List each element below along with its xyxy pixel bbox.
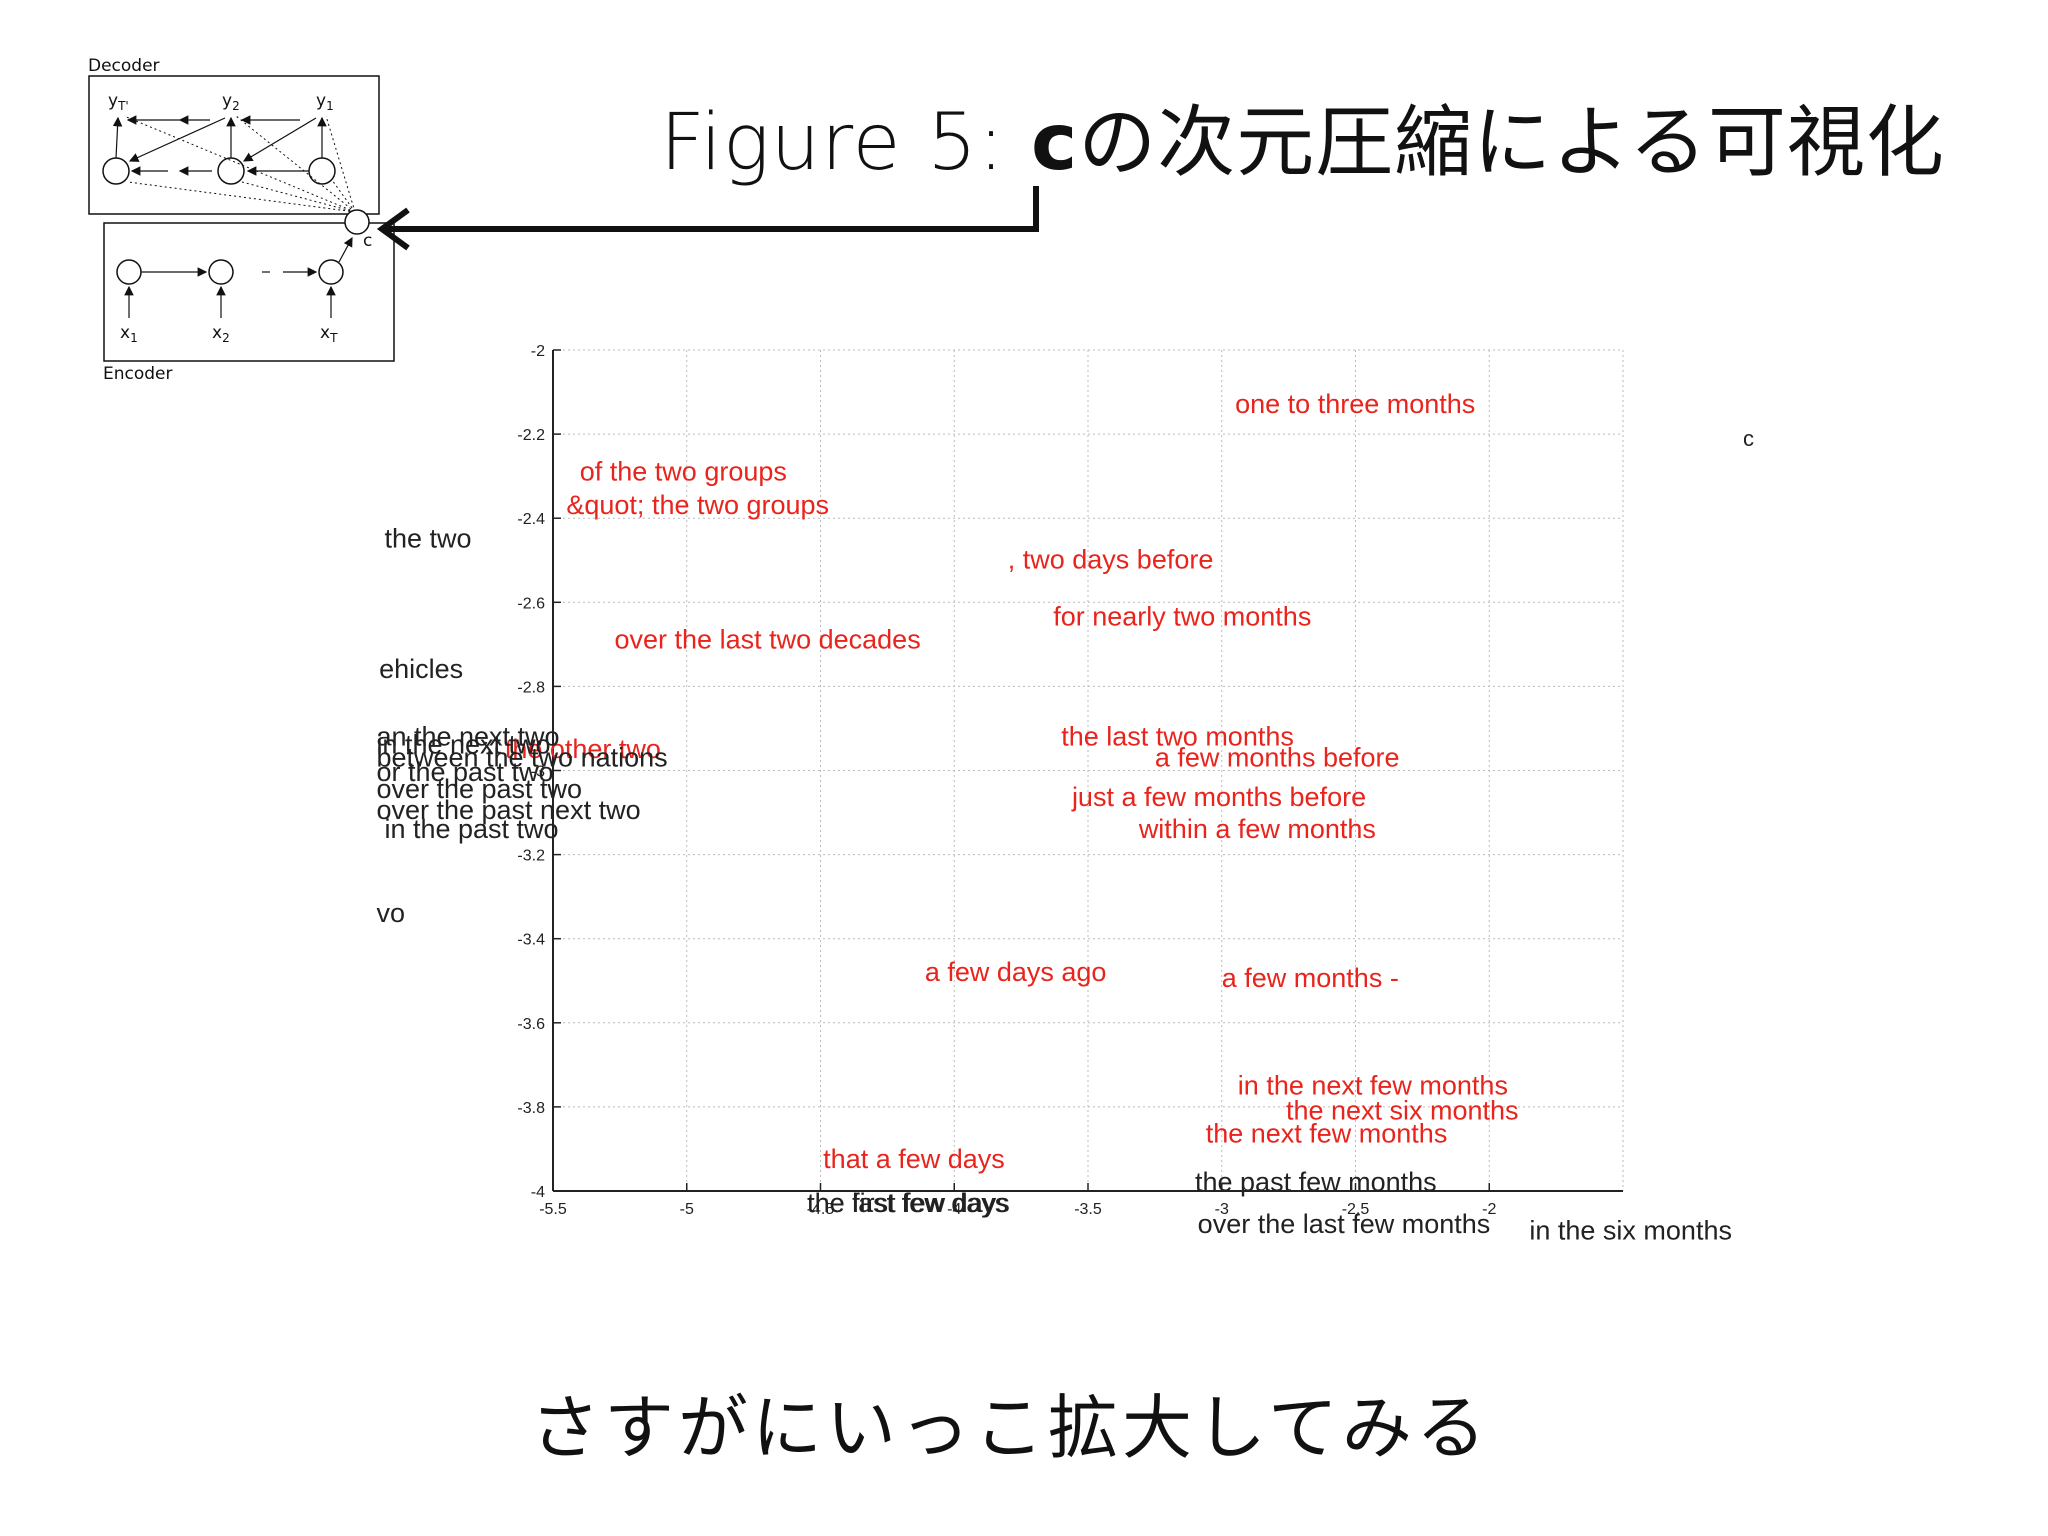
point-label: the next six months (1286, 1096, 1519, 1126)
point-label: or the past two (376, 757, 553, 787)
decoder-label: Decoder (88, 56, 160, 76)
context-edges (123, 115, 356, 213)
point-label: the other two (505, 734, 661, 764)
point-label: of the two groups (580, 456, 787, 486)
point-label: a few days ago (925, 957, 1107, 987)
point-label: over the last few months (1198, 1209, 1491, 1239)
point-label: vo (376, 898, 405, 928)
point-label: , two days before (1008, 545, 1214, 575)
encoder-label: Encoder (103, 364, 173, 384)
point-label: in the six months (1529, 1215, 1732, 1245)
point-label: over the past two (376, 774, 582, 804)
y-tick-label: -3.4 (517, 932, 545, 949)
encoder-edges (124, 236, 353, 318)
x-tick-label: -4 (947, 1201, 961, 1218)
title-bold-symbol: c (1030, 98, 1079, 188)
point-label: ehicles (379, 654, 463, 684)
pointer-arrow (376, 186, 1039, 251)
point-label: the past few months (1195, 1167, 1437, 1197)
point-label: the two (384, 524, 471, 554)
point-label: &quot; the two groups (566, 490, 829, 520)
point-label: for nearly two months (1053, 601, 1311, 631)
x-label-2: x2 (212, 323, 230, 345)
y-tick-label: -2.2 (517, 427, 545, 444)
decoder-box (88, 75, 380, 215)
x-tick-label: -4.5 (807, 1201, 835, 1218)
point-label: one to three months (1235, 389, 1475, 419)
x-tick-label: -5 (680, 1201, 694, 1218)
point-label: an the next two (376, 721, 559, 751)
y-label-3: y1 (316, 91, 334, 113)
y-tick-label: -3.8 (517, 1100, 545, 1117)
y-tick-label: -2.4 (517, 511, 545, 528)
y-tick-label: -2.6 (517, 595, 545, 612)
title-suffix: の次元圧縮による可視化 (1078, 98, 1945, 188)
x-tick-label: -2.5 (1342, 1201, 1370, 1218)
x-tick-label: -3.5 (1074, 1201, 1102, 1218)
y-tick-label: -4 (531, 1184, 545, 1201)
point-label: the first few days (807, 1188, 1010, 1218)
encoder-node-2 (208, 259, 234, 285)
title-prefix: Figure 5: (660, 98, 1031, 188)
point-label: over the past next two (376, 795, 640, 825)
slide-caption: さすがにいっこ拡大してみる (530, 1387, 1490, 1469)
y-tick-label: -3.6 (517, 1016, 545, 1033)
page-title: Figure 5: cの次元圧縮による可視化 (660, 80, 1945, 192)
y-label-2: y2 (222, 91, 240, 113)
point-label: a few months - (1222, 963, 1399, 993)
plot-points: one to three months of the two groups&quo… (376, 389, 1732, 1245)
x-tick-label: -5.5 (539, 1201, 567, 1218)
point-label: between the two nations (376, 742, 667, 772)
point-label: the last few days (807, 1188, 1008, 1218)
encoder-box (103, 222, 395, 362)
x-tick-label: -2 (1482, 1201, 1496, 1218)
point-label: in the past two (384, 814, 558, 844)
point-label: the last two months (1061, 721, 1294, 751)
y-tick-label: -3.2 (517, 848, 545, 865)
point-label: that a few days (823, 1144, 1005, 1174)
encoder-node-3 (318, 259, 344, 285)
point-label: over the last two decades (615, 625, 921, 655)
point-label: a few months before (1155, 742, 1400, 772)
point-label: in the next few months (1238, 1070, 1508, 1100)
x-label-3: xT (320, 323, 338, 345)
point-label: in the next two (376, 730, 550, 760)
encoder-decoder-diagram: Decoder Encoder yT' y2 y1 c (88, 56, 395, 384)
context-label: c (363, 231, 372, 251)
y-tick-label: -2.8 (517, 679, 545, 696)
corner-label: c (1743, 426, 1754, 451)
plot-ticks: -5.5 -5 -4.5 -4 -3.5 -3 -2.5 -2 -2 -2.2 -2.4 -2.6 -2… (517, 343, 1496, 1218)
context-node (344, 209, 370, 235)
x-tick-label: -3 (1215, 1201, 1229, 1218)
y-tick-label: -3 (531, 764, 545, 781)
point-label: within a few months (1138, 814, 1376, 844)
y-label-1: yT' (108, 91, 129, 113)
point-label: the next few months (1206, 1119, 1448, 1149)
point-label: just a few months before (1071, 782, 1366, 812)
decoder-edges (112, 115, 327, 176)
y-tick-label: -2 (531, 343, 545, 360)
x-label-1: x1 (120, 323, 138, 345)
